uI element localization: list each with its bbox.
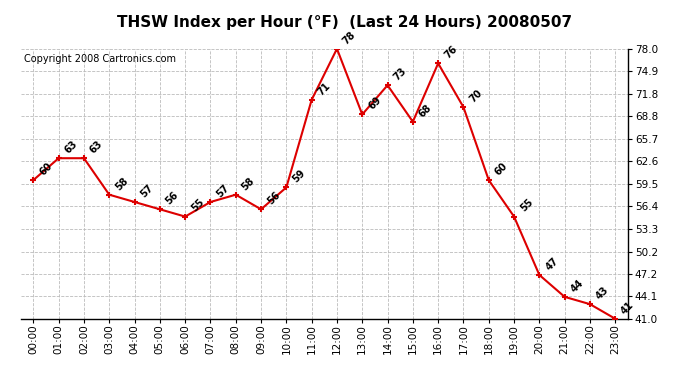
Text: 43: 43 (594, 285, 611, 302)
Text: THSW Index per Hour (°F)  (Last 24 Hours) 20080507: THSW Index per Hour (°F) (Last 24 Hours)… (117, 15, 573, 30)
Text: 69: 69 (366, 95, 383, 112)
Text: Copyright 2008 Cartronics.com: Copyright 2008 Cartronics.com (23, 54, 176, 64)
Text: 60: 60 (37, 161, 54, 177)
Text: 56: 56 (265, 190, 282, 207)
Text: 41: 41 (620, 299, 636, 316)
Text: 78: 78 (341, 29, 358, 46)
Text: 57: 57 (139, 183, 155, 199)
Text: 56: 56 (164, 190, 181, 207)
Text: 71: 71 (316, 80, 333, 97)
Text: 57: 57 (215, 183, 231, 199)
Text: 73: 73 (392, 66, 408, 82)
Text: 63: 63 (63, 139, 79, 155)
Text: 59: 59 (290, 168, 307, 184)
Text: 55: 55 (518, 197, 535, 214)
Text: 70: 70 (468, 88, 484, 104)
Text: 58: 58 (240, 175, 257, 192)
Text: 58: 58 (113, 175, 130, 192)
Text: 44: 44 (569, 278, 585, 294)
Text: 63: 63 (88, 139, 105, 155)
Text: 55: 55 (189, 197, 206, 214)
Text: 76: 76 (442, 44, 459, 61)
Text: 60: 60 (493, 161, 509, 177)
Text: 68: 68 (417, 102, 434, 119)
Text: 47: 47 (544, 256, 560, 272)
